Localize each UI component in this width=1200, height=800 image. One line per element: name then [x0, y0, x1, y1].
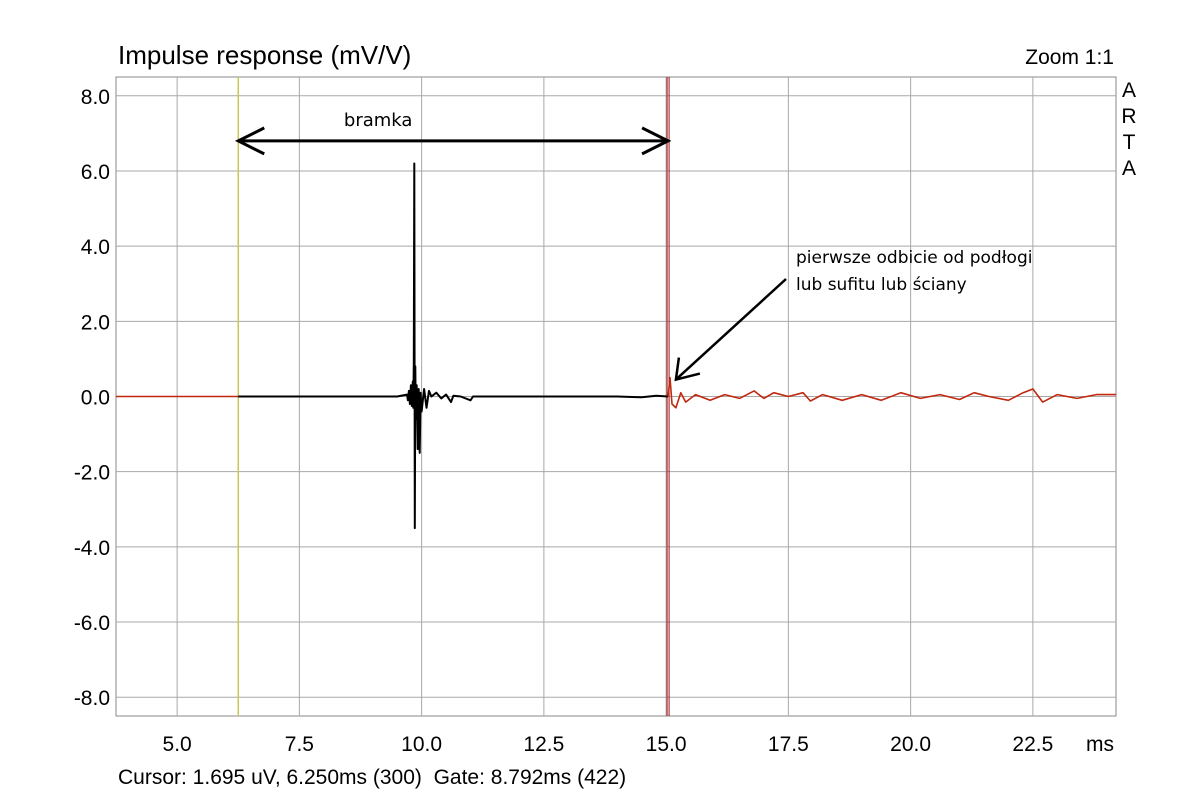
brand-letter: T — [1122, 131, 1136, 154]
gate-arrowhead-left — [234, 126, 265, 156]
y-tick-label: -4.0 — [74, 537, 110, 560]
x-tick-label: 10.0 — [401, 733, 442, 756]
y-tick-label: -2.0 — [74, 462, 110, 485]
reflection-label: pierwsze odbicie od podłogi — [796, 248, 1032, 268]
y-tick-label: 4.0 — [81, 236, 110, 259]
brand-letter: A — [1121, 79, 1136, 102]
status-bar: Cursor: 1.695 uV, 6.250ms (300) Gate: 8.… — [118, 766, 627, 789]
x-tick-label: 12.5 — [523, 733, 564, 756]
x-tick-label: 17.5 — [768, 733, 809, 756]
gate-arrowhead-right — [641, 126, 672, 156]
y-tick-label: 8.0 — [81, 86, 110, 109]
arta-logo: A R T A — [1120, 78, 1138, 182]
y-tick-label: 6.0 — [81, 161, 110, 184]
zoom-indicator[interactable]: Zoom 1:1 — [1025, 46, 1114, 69]
y-tick-label: -8.0 — [74, 687, 110, 710]
x-axis-unit-label: ms — [1086, 733, 1114, 756]
x-tick-label: 7.5 — [285, 733, 314, 756]
y-tick-label: 2.0 — [81, 311, 110, 334]
impulse-trace-post-gate — [667, 376, 1116, 409]
impulse-trace-in-gate — [238, 162, 669, 530]
x-tick-label: 22.5 — [1012, 733, 1053, 756]
brand-letter: A — [1121, 157, 1136, 180]
reflection-label: lub sufitu lub ściany — [796, 275, 967, 295]
x-tick-label: 15.0 — [646, 733, 687, 756]
x-tick-label: 20.0 — [890, 733, 931, 756]
y-tick-label: 0.0 — [81, 387, 110, 410]
chart-title: Impulse response (mV/V) — [118, 40, 412, 70]
reflection-arrowhead — [674, 357, 701, 382]
reflection-arrow — [675, 278, 787, 381]
gate-label: bramka — [344, 110, 413, 131]
y-tick-label: -6.0 — [74, 612, 110, 635]
x-tick-label: 5.0 — [163, 733, 192, 756]
brand-letter: R — [1121, 105, 1137, 128]
